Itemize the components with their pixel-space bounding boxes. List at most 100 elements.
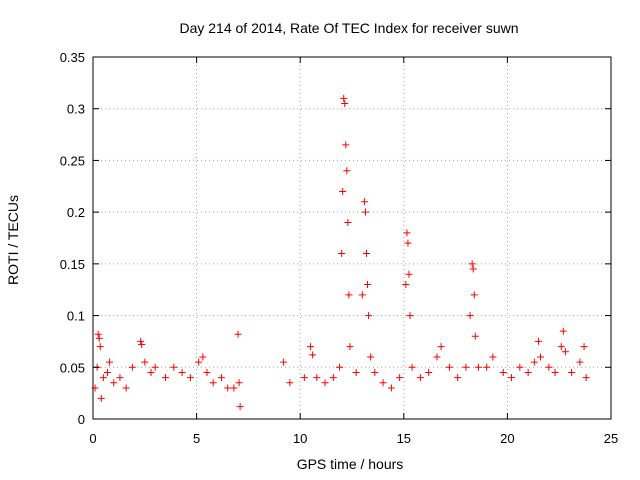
data-point <box>551 368 559 376</box>
data-point <box>313 374 321 382</box>
data-point <box>307 343 315 351</box>
y-tick-label: 0.25 <box>60 153 85 168</box>
data-point <box>95 334 103 342</box>
data-point <box>534 337 542 345</box>
x-tick-label: 15 <box>397 431 411 446</box>
data-point <box>137 337 145 345</box>
data-point <box>358 291 366 299</box>
data-point <box>437 343 445 351</box>
data-point <box>321 379 329 387</box>
x-axis-label: GPS time / hours <box>297 456 404 472</box>
x-tick-label: 20 <box>500 431 514 446</box>
data-point <box>489 353 497 361</box>
data-point <box>365 312 373 320</box>
data-point <box>195 358 203 366</box>
data-point <box>416 374 424 382</box>
data-point <box>339 187 347 195</box>
data-point <box>338 250 346 258</box>
data-point <box>235 379 243 387</box>
data-point <box>162 374 170 382</box>
data-point <box>454 374 462 382</box>
data-point <box>230 384 238 392</box>
data-point <box>403 229 411 237</box>
data-point <box>345 291 353 299</box>
data-point <box>462 363 470 371</box>
data-point <box>141 358 149 366</box>
data-point <box>99 374 107 382</box>
data-point <box>363 250 371 258</box>
data-point <box>110 379 118 387</box>
data-point <box>468 260 476 268</box>
data-point <box>104 368 112 376</box>
data-point <box>516 363 524 371</box>
data-point <box>404 239 412 247</box>
data-point <box>360 198 368 206</box>
data-point <box>364 281 372 289</box>
data-point <box>405 270 413 278</box>
data-point <box>352 368 360 376</box>
y-tick-labels: 0 0.05 0.1 0.15 0.2 0.25 0.3 0.35 <box>60 50 85 427</box>
data-point <box>524 368 532 376</box>
data-point <box>122 384 130 392</box>
data-point <box>576 358 584 366</box>
data-point <box>209 379 217 387</box>
y-tick-label: 0.1 <box>67 309 85 324</box>
data-point <box>471 332 479 340</box>
data-point <box>344 218 352 226</box>
data-point <box>138 341 146 349</box>
data-point <box>203 368 211 376</box>
data-point <box>116 374 124 382</box>
data-point <box>309 351 317 359</box>
data-point <box>128 363 136 371</box>
data-point <box>408 363 416 371</box>
plot-frame <box>92 56 612 420</box>
data-point <box>387 384 395 392</box>
x-tick-label: 10 <box>293 431 307 446</box>
data-point <box>559 327 567 335</box>
data-point <box>367 353 375 361</box>
data-point <box>170 363 178 371</box>
data-point <box>530 358 538 366</box>
y-axis-label: ROTI / TECUs <box>5 195 21 285</box>
data-point <box>178 368 186 376</box>
y-tick-label: 0.3 <box>67 102 85 117</box>
data-point <box>280 358 288 366</box>
data-point <box>341 100 349 108</box>
data-point <box>151 363 159 371</box>
data-point <box>580 343 588 351</box>
data-point <box>466 312 474 320</box>
y-tick-label: 0.35 <box>60 50 85 65</box>
data-point <box>470 291 478 299</box>
data-point <box>329 374 337 382</box>
data-point <box>445 363 453 371</box>
data-point <box>106 358 114 366</box>
data-point <box>402 281 410 289</box>
data-point <box>96 343 104 351</box>
data-point <box>147 368 155 376</box>
data-point <box>561 348 569 356</box>
data-points <box>91 94 590 411</box>
x-tick-labels: 0 5 10 15 20 25 <box>89 431 618 446</box>
data-point <box>371 368 379 376</box>
data-point <box>217 374 225 382</box>
axis-ticks <box>92 56 612 420</box>
data-point <box>499 368 507 376</box>
data-point <box>346 343 354 351</box>
data-point <box>336 363 344 371</box>
data-point <box>568 368 576 376</box>
data-point <box>379 379 387 387</box>
data-point <box>343 167 351 175</box>
grid-lines <box>93 57 611 419</box>
x-tick-label: 0 <box>89 431 96 446</box>
y-tick-label: 0.05 <box>60 360 85 375</box>
data-point <box>224 384 232 392</box>
data-point <box>582 374 590 382</box>
data-point <box>97 394 105 402</box>
x-tick-label: 5 <box>193 431 200 446</box>
y-tick-label: 0.15 <box>60 257 85 272</box>
data-point <box>483 363 491 371</box>
chart-title: Day 214 of 2014, Rate Of TEC Index for r… <box>179 20 518 36</box>
data-point <box>236 403 244 411</box>
data-point <box>545 363 553 371</box>
